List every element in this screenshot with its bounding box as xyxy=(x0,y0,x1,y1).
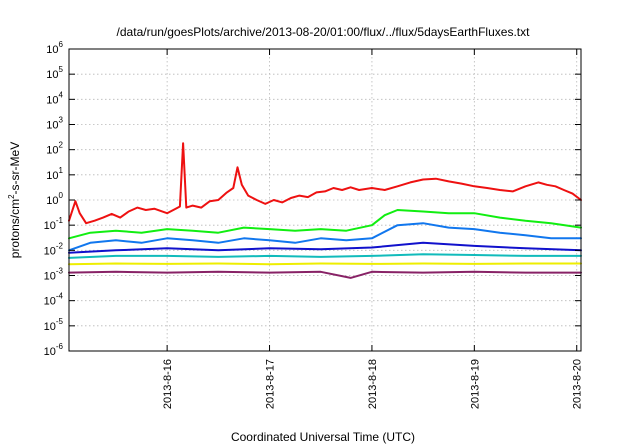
y-tick-label: 106 xyxy=(46,40,63,56)
x-tick-label: 2013-8-16 xyxy=(162,359,174,409)
y-tick-base: 10 xyxy=(46,120,58,132)
y-tick-base: 10 xyxy=(46,94,58,106)
y-tick-exponent: -2 xyxy=(56,241,64,250)
y-axis-label-prefix: protons/cm xyxy=(8,199,22,258)
x-tick-label: 2013-8-20 xyxy=(572,359,584,409)
y-tick-base: 10 xyxy=(46,145,58,157)
y-tick-base: 10 xyxy=(46,170,58,182)
x-tick-label: 2013-8-18 xyxy=(367,359,379,409)
y-tick-label: 10-3 xyxy=(44,267,64,283)
y-axis-label: protons/cm2-s-sr-MeV xyxy=(7,142,22,258)
y-tick-exponent: 2 xyxy=(59,141,64,150)
series-line-2 xyxy=(68,209,582,240)
y-tick-label: 101 xyxy=(46,166,63,182)
y-tick-exponent: 1 xyxy=(59,166,64,175)
y-tick-label: 10-4 xyxy=(44,292,64,308)
y-axis-label-sup: 2 xyxy=(7,194,16,199)
y-tick-base: 10 xyxy=(46,69,58,81)
y-tick-exponent: 6 xyxy=(59,40,64,49)
y-axis-label-suffix: -s-sr-MeV xyxy=(8,142,22,195)
y-tick-label: 104 xyxy=(46,90,63,106)
y-tick-exponent: 3 xyxy=(59,116,64,125)
y-tick-base: 10 xyxy=(44,346,56,358)
series-line-3 xyxy=(68,222,582,252)
y-tick-label: 10-6 xyxy=(44,342,64,358)
y-tick-base: 10 xyxy=(46,44,58,56)
y-tick-label: 10-1 xyxy=(44,216,64,232)
y-tick-exponent: -6 xyxy=(56,342,64,351)
chart-title: /data/run/goesPlots/archive/2013-08-20/0… xyxy=(117,25,531,39)
x-axis-label: Coordinated Universal Time (UTC) xyxy=(231,430,415,444)
y-tick-label: 102 xyxy=(46,141,63,157)
y-tick-base: 10 xyxy=(44,245,56,257)
series-line-7 xyxy=(68,270,582,279)
y-tick-label: 100 xyxy=(46,191,63,207)
y-tick-base: 10 xyxy=(44,271,56,283)
y-tick-label: 105 xyxy=(46,65,63,81)
axis-ticks: 10-610-510-410-310-210-11001011021031041… xyxy=(44,40,584,409)
y-tick-exponent: -5 xyxy=(56,317,64,326)
y-tick-base: 10 xyxy=(44,296,56,308)
series-line-1 xyxy=(68,142,582,225)
x-tick-label: 2013-8-19 xyxy=(469,359,481,409)
y-tick-base: 10 xyxy=(44,220,56,232)
y-tick-label: 103 xyxy=(46,116,63,132)
series-line-6 xyxy=(68,262,582,266)
y-tick-exponent: 0 xyxy=(59,191,64,200)
x-tick-label: 2013-8-17 xyxy=(265,359,277,409)
y-tick-exponent: -4 xyxy=(56,292,64,301)
y-tick-base: 10 xyxy=(44,321,56,333)
y-tick-exponent: 5 xyxy=(59,65,64,74)
y-tick-exponent: -1 xyxy=(56,216,64,225)
series-layer xyxy=(68,142,582,279)
y-tick-exponent: 4 xyxy=(59,90,64,99)
y-tick-exponent: -3 xyxy=(56,267,64,276)
y-tick-label: 10-2 xyxy=(44,241,64,257)
series-line-4 xyxy=(68,241,582,254)
y-tick-label: 10-5 xyxy=(44,317,64,333)
series-line-5 xyxy=(68,253,582,259)
y-tick-base: 10 xyxy=(46,195,58,207)
grid-lines xyxy=(69,49,581,351)
